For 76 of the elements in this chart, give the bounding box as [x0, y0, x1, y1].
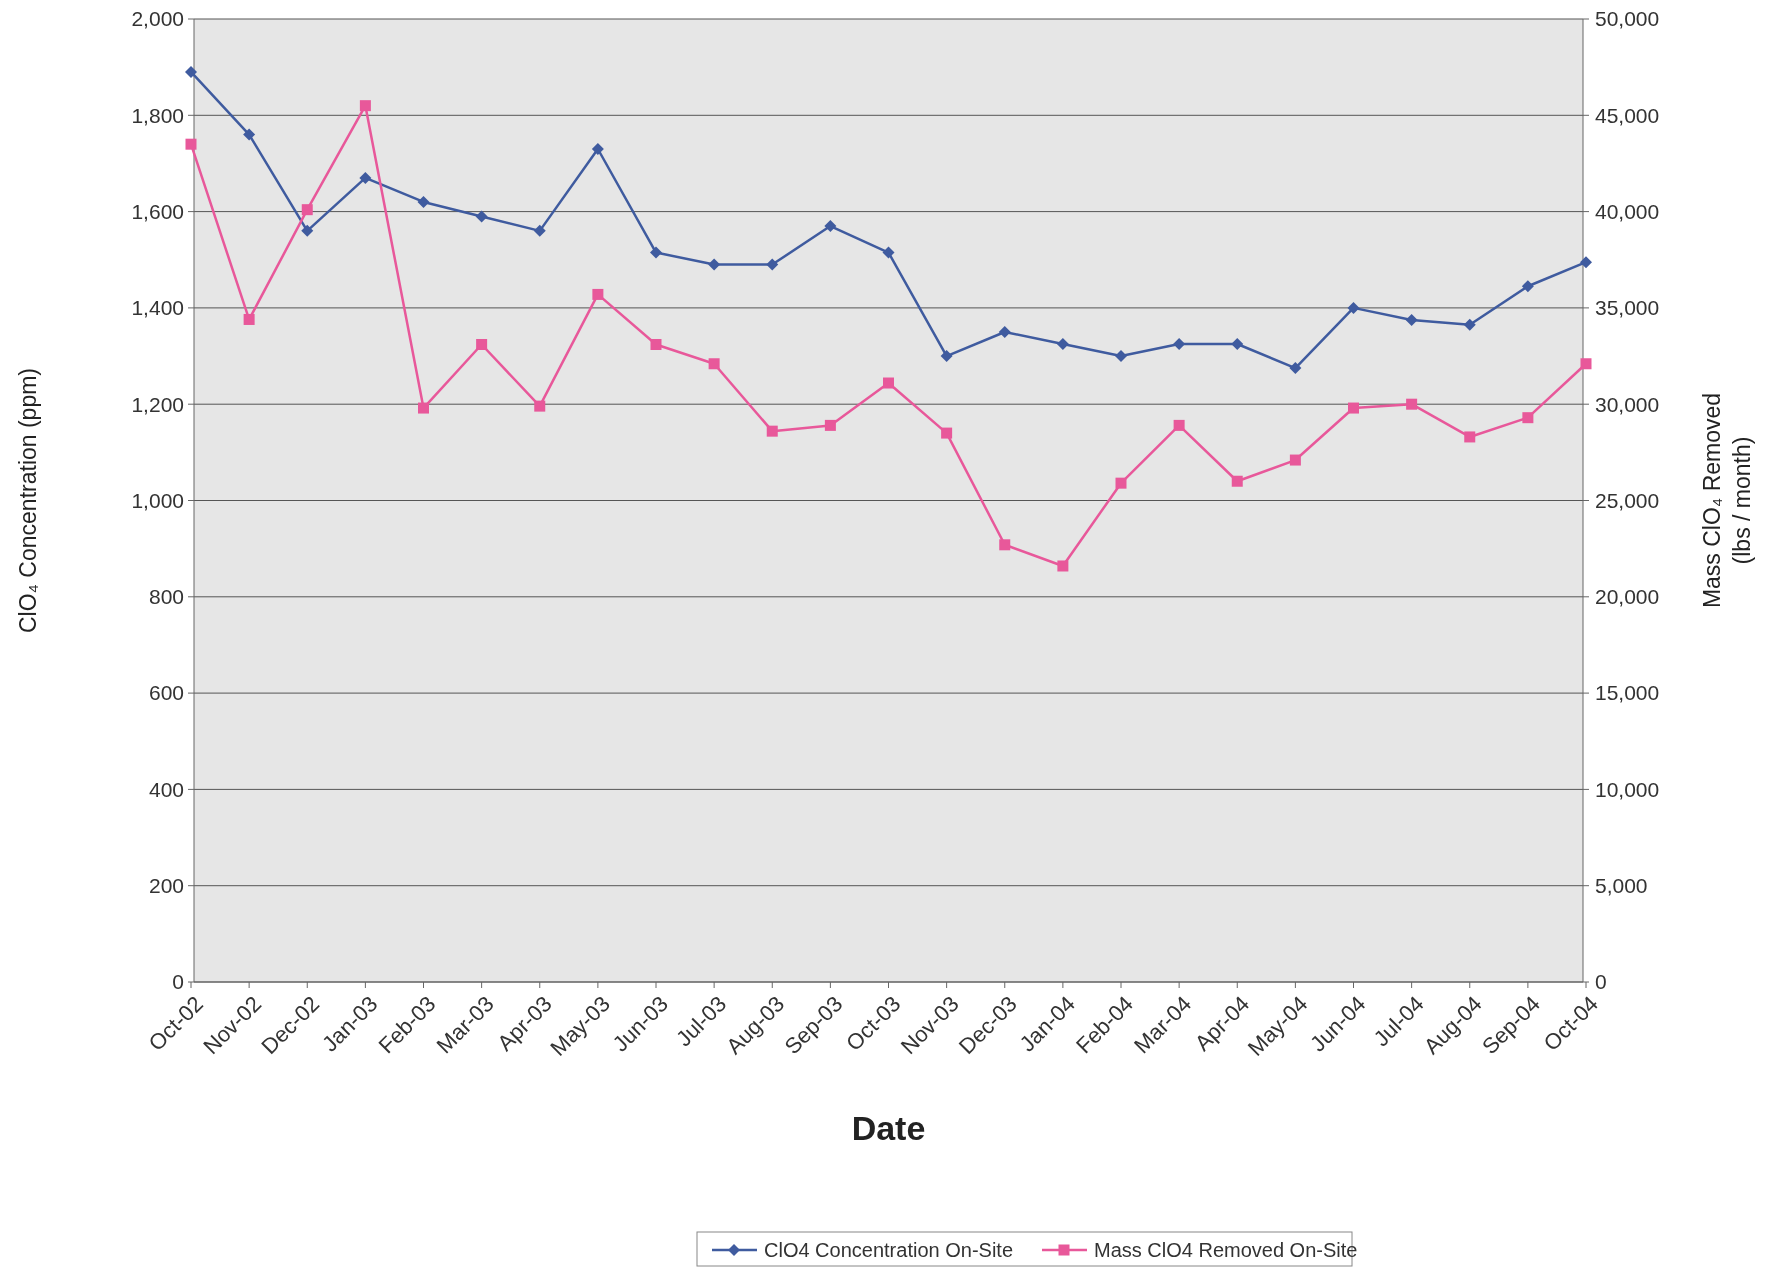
y-tick-label: 600	[148, 681, 184, 705]
point	[998, 325, 1011, 338]
point	[359, 100, 371, 112]
y-tick-label: 200	[148, 874, 184, 898]
point	[417, 195, 430, 208]
point	[1289, 362, 1302, 375]
point	[766, 258, 779, 271]
y2-tick-label: 50,000	[1595, 7, 1660, 31]
point	[1406, 398, 1418, 410]
y-tick-label: 400	[148, 777, 184, 801]
point	[1521, 280, 1534, 293]
y2-tick-label: 5,000	[1595, 874, 1648, 898]
legend-label: ClO4 Concentration On-Site	[764, 1239, 1014, 1261]
point	[592, 288, 604, 300]
point	[1347, 301, 1360, 314]
point	[708, 358, 720, 370]
point	[1173, 419, 1185, 431]
point	[1348, 402, 1359, 414]
point	[1405, 313, 1418, 326]
point	[766, 425, 778, 437]
point	[534, 400, 546, 412]
point	[418, 402, 429, 414]
point	[1580, 358, 1592, 370]
point	[1580, 256, 1592, 269]
point	[1522, 412, 1534, 424]
y2-tick-label: 20,000	[1595, 585, 1660, 609]
point	[301, 204, 313, 216]
point	[476, 338, 488, 350]
y2-tick-label: 10,000	[1595, 777, 1660, 801]
point	[591, 143, 604, 156]
y-tick-label: 1,800	[131, 103, 184, 127]
point	[475, 210, 488, 223]
y-tick-label: 800	[148, 585, 184, 609]
point	[301, 224, 314, 237]
point	[882, 246, 895, 259]
y-tick-label: 1,400	[131, 296, 184, 320]
point	[1115, 477, 1127, 489]
y2-tick-label: 40,000	[1595, 199, 1660, 223]
y2-tick-label: 25,000	[1595, 488, 1660, 512]
point	[941, 427, 953, 439]
point	[1289, 454, 1301, 466]
y2-tick-label: 30,000	[1595, 392, 1660, 416]
point	[243, 128, 256, 141]
y2-tick-label: 35,000	[1595, 296, 1660, 320]
point	[824, 220, 837, 233]
point	[185, 138, 197, 150]
point	[824, 419, 836, 431]
y-axis-title: ClO₄ Concentration (ppm)	[15, 367, 41, 634]
point	[243, 313, 255, 325]
point	[1056, 338, 1069, 351]
point	[359, 171, 372, 184]
y2-tick-label: 45,000	[1595, 103, 1660, 127]
point	[650, 338, 662, 350]
x-axis-title: Date	[851, 1109, 926, 1147]
point	[999, 539, 1011, 551]
y-tick-label: 2,000	[131, 7, 184, 31]
y2-tick-label: 15,000	[1595, 681, 1660, 705]
point	[1463, 318, 1476, 331]
point	[883, 377, 894, 389]
point	[708, 258, 721, 271]
y-tick-label: 0	[172, 970, 184, 994]
y2-tick-label: 0	[1595, 970, 1607, 994]
legend-label: Mass ClO4 Removed On-Site	[1094, 1239, 1358, 1261]
point	[1115, 350, 1127, 363]
point	[185, 65, 197, 78]
point	[533, 224, 546, 237]
y-tick-label: 1,000	[131, 488, 184, 512]
point	[1231, 475, 1243, 487]
y-tick-label: 1,600	[131, 199, 184, 223]
y2-axis-title: Mass ClO₄ Removed (lbs / month)	[1699, 392, 1755, 609]
y-tick-label: 1,200	[131, 392, 184, 416]
point	[1231, 338, 1244, 351]
point	[650, 246, 662, 259]
point	[1057, 560, 1069, 572]
point	[940, 350, 953, 363]
point	[1464, 431, 1476, 443]
